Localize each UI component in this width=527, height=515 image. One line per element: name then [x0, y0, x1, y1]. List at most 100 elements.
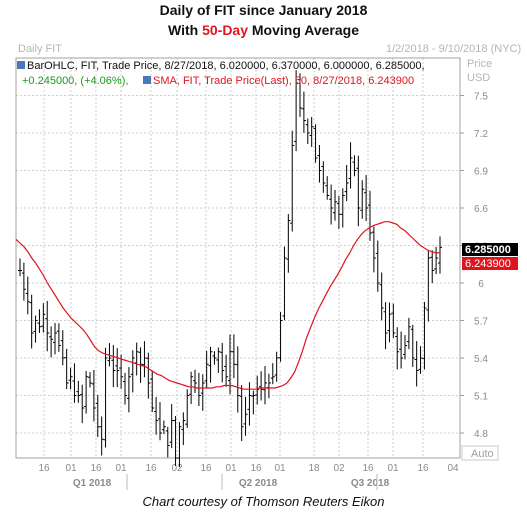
chart-title-line2: With 50-Day Moving Average — [0, 22, 527, 38]
ohlc-bar — [313, 124, 318, 163]
x-tick-label: 01 — [65, 463, 77, 474]
ohlc-bar — [340, 188, 345, 228]
ohlc-bar — [278, 312, 283, 362]
ohlc-bar — [130, 350, 135, 393]
ohlc-bar — [414, 341, 419, 387]
auto-button[interactable] — [461, 445, 499, 461]
ohlc-bar — [224, 354, 229, 387]
ohlc-bar — [84, 370, 89, 414]
ohlc-bar — [41, 303, 46, 333]
x-axis: 16 01 16 01 16 02 16 01 16 01 18 02 16 01 16 04 Q1 2018 Q… — [38, 463, 459, 490]
price-axis-title: Price — [467, 58, 493, 70]
ohlc-bar — [228, 334, 232, 395]
ohlc-bar — [368, 190, 372, 241]
y-tick-label: 6 — [478, 279, 484, 290]
ohlc-bar — [111, 345, 116, 388]
ohlc-series — [18, 70, 442, 468]
ohlc-bar — [418, 346, 423, 374]
ohlc-bar — [286, 213, 291, 273]
ohlc-bar — [119, 354, 124, 389]
ohlc-bar — [25, 276, 30, 315]
y-tick-label: 7.5 — [474, 92, 488, 103]
ohlc-bar — [33, 315, 38, 343]
ohlc-bar — [173, 416, 178, 466]
ohlc-bar — [422, 301, 427, 370]
plot-frame — [15, 57, 461, 459]
ohlc-bar — [177, 422, 182, 468]
ohlc-bar — [290, 130, 295, 232]
ohlc-bar — [49, 326, 54, 358]
ohlc-change-text: +0.245000, (+4.06%), — [22, 75, 128, 87]
ohlc-bar — [305, 118, 310, 145]
ohlc-bar — [329, 184, 334, 225]
unit-axis-title: USD — [467, 72, 491, 84]
ohlc-bar — [150, 371, 155, 413]
ohlc-bar — [142, 341, 147, 378]
y-tick-label: 5.7 — [474, 317, 488, 328]
ohlc-bar — [406, 317, 411, 350]
ohlc-bar — [383, 302, 388, 350]
ohlc-bar — [134, 342, 139, 376]
chart-name: Daily FIT — [18, 43, 62, 55]
ohlc-bar — [80, 384, 85, 424]
ohlc-bar — [298, 73, 302, 117]
ohlc-bar — [426, 250, 431, 322]
ohlc-bar — [189, 371, 194, 405]
ohlc-bar — [64, 348, 69, 390]
ohlc-bar — [251, 390, 256, 415]
ohlc-bar — [364, 175, 369, 222]
x-tick-label: 16 — [362, 463, 374, 474]
ohlc-bar — [255, 375, 260, 405]
ohlc-bar — [53, 322, 57, 355]
ohlc-bar — [196, 372, 201, 407]
last-price-text: 6.285000 — [465, 244, 511, 256]
ohlc-bar — [270, 363, 275, 385]
y-tick-label: 5.1 — [474, 392, 488, 403]
ohlc-bar — [403, 335, 407, 360]
ohlc-bar — [169, 404, 174, 449]
date-range: 1/2/2018 - 9/10/2018 (NYC) — [386, 43, 522, 55]
ohlc-bar — [434, 246, 439, 275]
ohlc-bar — [212, 351, 217, 365]
x-tick-label: 16 — [250, 463, 262, 474]
credit-line: Chart courtesy of Thomson Reuters Eikon — [142, 494, 385, 509]
x-tick-label: 02 — [333, 463, 345, 474]
ohlc-bar — [161, 420, 166, 435]
ohlc-bar — [76, 380, 81, 403]
title-post: Moving Average — [248, 22, 359, 38]
sma-price-text: 6.243900 — [465, 258, 511, 270]
sma-line — [15, 221, 441, 390]
y-tick-label: 4.8 — [474, 429, 488, 440]
y-tick-label: 5.4 — [474, 354, 488, 365]
ohlc-bar — [72, 363, 77, 403]
ohlc-bar — [18, 258, 22, 277]
quarter-label: Q3 2018 — [351, 478, 390, 489]
ohlc-bar — [216, 347, 221, 373]
chart-title-line1: Daily of FIT since January 2018 — [159, 2, 368, 18]
ohlc-bar — [91, 369, 96, 422]
ohlc-bar — [126, 367, 131, 413]
ohlc-bar — [325, 176, 330, 200]
ohlc-bar — [29, 294, 34, 349]
ohlc-bar — [371, 226, 376, 273]
ohlc-bar — [391, 303, 396, 339]
ohlc-bar — [399, 331, 404, 369]
ohlc-bar — [88, 372, 92, 388]
sma-legend-text: SMA, FIT, Trade Price(Last), 50, 8/27/20… — [153, 75, 414, 87]
x-tick-label: 16 — [38, 463, 50, 474]
ohlc-bar — [154, 397, 159, 435]
ohlc-bar — [356, 155, 361, 227]
ohlc-bar — [204, 350, 209, 389]
ohlc-bar — [336, 196, 341, 229]
ohlc-bar — [263, 366, 267, 405]
ohlc-bar — [266, 373, 271, 399]
ohlc-bar — [56, 323, 61, 352]
ohlc-bar — [375, 240, 380, 292]
ohlc-bar — [185, 389, 190, 428]
x-tick-label: 16 — [145, 463, 157, 474]
ohlc-bar — [301, 91, 306, 133]
ohlc-bar — [348, 142, 353, 189]
ohlc-bar — [259, 371, 264, 401]
ohlc-bar — [60, 330, 65, 366]
